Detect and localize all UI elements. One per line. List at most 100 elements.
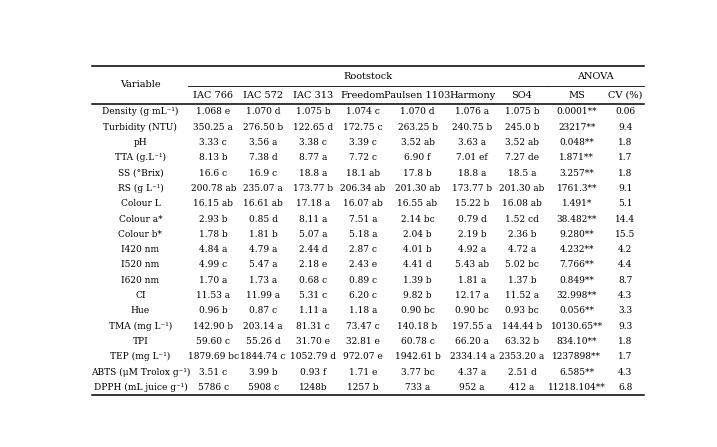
Text: 173.77 b: 173.77 b bbox=[293, 184, 333, 193]
Text: 9.1: 9.1 bbox=[618, 184, 632, 193]
Text: 1.39 b: 1.39 b bbox=[403, 276, 432, 285]
Text: 1.81 a: 1.81 a bbox=[458, 276, 486, 285]
Text: 1237898**: 1237898** bbox=[552, 352, 602, 361]
Text: 23217**: 23217** bbox=[558, 122, 595, 132]
Text: 263.25 b: 263.25 b bbox=[397, 122, 437, 132]
Text: 4.37 a: 4.37 a bbox=[458, 367, 486, 377]
Text: 0.93 bc: 0.93 bc bbox=[505, 306, 539, 316]
Text: 2334.14 a: 2334.14 a bbox=[450, 352, 495, 361]
Text: 1844.74 c: 1844.74 c bbox=[240, 352, 286, 361]
Text: TMA (mg L⁻¹): TMA (mg L⁻¹) bbox=[109, 322, 172, 331]
Text: 144.44 b: 144.44 b bbox=[502, 322, 542, 331]
Text: 1.7: 1.7 bbox=[618, 352, 632, 361]
Text: 2.36 b: 2.36 b bbox=[508, 230, 536, 239]
Text: 1.074 c: 1.074 c bbox=[346, 107, 380, 116]
Text: 2.43 e: 2.43 e bbox=[348, 261, 377, 270]
Text: 3.39 c: 3.39 c bbox=[349, 138, 376, 147]
Text: 172.75 c: 172.75 c bbox=[343, 122, 383, 132]
Text: 733 a: 733 a bbox=[405, 383, 430, 392]
Text: 15.22 b: 15.22 b bbox=[455, 199, 490, 208]
Text: 1.070 d: 1.070 d bbox=[400, 107, 435, 116]
Text: 0.68 c: 0.68 c bbox=[299, 276, 327, 285]
Text: 0.89 c: 0.89 c bbox=[348, 276, 377, 285]
Text: 3.77 bc: 3.77 bc bbox=[401, 367, 435, 377]
Text: 0.849**: 0.849** bbox=[559, 276, 594, 285]
Text: 1.070 d: 1.070 d bbox=[246, 107, 280, 116]
Text: Colour b*: Colour b* bbox=[118, 230, 163, 239]
Text: 16.9 c: 16.9 c bbox=[249, 169, 277, 177]
Text: 3.52 ab: 3.52 ab bbox=[401, 138, 435, 147]
Text: 4.72 a: 4.72 a bbox=[508, 245, 536, 254]
Text: 16.07 ab: 16.07 ab bbox=[343, 199, 383, 208]
Text: 32.81 e: 32.81 e bbox=[346, 337, 380, 346]
Text: 1.068 e: 1.068 e bbox=[196, 107, 230, 116]
Text: 9.82 b: 9.82 b bbox=[403, 291, 432, 300]
Text: 0.93 f: 0.93 f bbox=[300, 367, 326, 377]
Text: 350.25 a: 350.25 a bbox=[194, 122, 233, 132]
Text: 7.01 ef: 7.01 ef bbox=[457, 153, 488, 162]
Text: 1.78 b: 1.78 b bbox=[199, 230, 228, 239]
Text: 2.19 b: 2.19 b bbox=[458, 230, 487, 239]
Text: 6.8: 6.8 bbox=[618, 383, 632, 392]
Text: 32.998**: 32.998** bbox=[556, 291, 597, 300]
Text: 3.33 c: 3.33 c bbox=[199, 138, 227, 147]
Text: 81.31 c: 81.31 c bbox=[296, 322, 330, 331]
Text: 4.3: 4.3 bbox=[618, 367, 632, 377]
Text: 5.02 bc: 5.02 bc bbox=[505, 261, 539, 270]
Text: 2.51 d: 2.51 d bbox=[508, 367, 536, 377]
Text: 18.8 a: 18.8 a bbox=[458, 169, 486, 177]
Text: ANOVA: ANOVA bbox=[577, 72, 614, 80]
Text: 3.52 ab: 3.52 ab bbox=[505, 138, 539, 147]
Text: Turbidity (NTU): Turbidity (NTU) bbox=[103, 122, 177, 132]
Text: 2353.20 a: 2353.20 a bbox=[500, 352, 545, 361]
Text: 11.53 a: 11.53 a bbox=[196, 291, 230, 300]
Text: 142.90 b: 142.90 b bbox=[194, 322, 234, 331]
Text: 1052.79 d: 1052.79 d bbox=[290, 352, 336, 361]
Text: 6.90 f: 6.90 f bbox=[404, 153, 431, 162]
Text: Paulsen 1103: Paulsen 1103 bbox=[384, 91, 451, 100]
Text: I520 nm: I520 nm bbox=[121, 261, 160, 270]
Text: 834.10**: 834.10** bbox=[556, 337, 597, 346]
Text: pH: pH bbox=[133, 138, 147, 147]
Text: 0.87 c: 0.87 c bbox=[249, 306, 277, 316]
Text: 2.93 b: 2.93 b bbox=[199, 215, 227, 224]
Text: 1.52 cd: 1.52 cd bbox=[505, 215, 539, 224]
Text: Colour a*: Colour a* bbox=[118, 215, 162, 224]
Text: 16.6 c: 16.6 c bbox=[199, 169, 227, 177]
Text: 4.232**: 4.232** bbox=[559, 245, 594, 254]
Text: 1.18 a: 1.18 a bbox=[348, 306, 377, 316]
Text: 12.17 a: 12.17 a bbox=[455, 291, 489, 300]
Text: 1942.61 b: 1942.61 b bbox=[394, 352, 440, 361]
Text: 18.1 ab: 18.1 ab bbox=[346, 169, 380, 177]
Text: 55.26 d: 55.26 d bbox=[246, 337, 280, 346]
Text: 7.38 d: 7.38 d bbox=[249, 153, 277, 162]
Text: 7.51 a: 7.51 a bbox=[348, 215, 377, 224]
Text: 16.15 ab: 16.15 ab bbox=[194, 199, 233, 208]
Text: 200.78 ab: 200.78 ab bbox=[191, 184, 236, 193]
Text: 10130.65**: 10130.65** bbox=[551, 322, 603, 331]
Text: 2.14 bc: 2.14 bc bbox=[401, 215, 435, 224]
Text: 1.73 a: 1.73 a bbox=[249, 276, 277, 285]
Text: 4.4: 4.4 bbox=[618, 261, 632, 270]
Text: 73.47 c: 73.47 c bbox=[346, 322, 380, 331]
Text: IAC 313: IAC 313 bbox=[293, 91, 333, 100]
Text: 11.52 a: 11.52 a bbox=[505, 291, 539, 300]
Text: 4.99 c: 4.99 c bbox=[199, 261, 227, 270]
Text: 1.8: 1.8 bbox=[618, 169, 632, 177]
Text: 203.14 a: 203.14 a bbox=[243, 322, 283, 331]
Text: 1.871**: 1.871** bbox=[559, 153, 594, 162]
Text: 66.20 a: 66.20 a bbox=[455, 337, 489, 346]
Text: 9.3: 9.3 bbox=[618, 322, 632, 331]
Text: 0.85 d: 0.85 d bbox=[249, 215, 277, 224]
Text: 3.99 b: 3.99 b bbox=[249, 367, 277, 377]
Text: 11218.104**: 11218.104** bbox=[548, 383, 606, 392]
Text: 3.257**: 3.257** bbox=[559, 169, 594, 177]
Text: I420 nm: I420 nm bbox=[121, 245, 159, 254]
Text: 5.31 c: 5.31 c bbox=[299, 291, 327, 300]
Text: MS: MS bbox=[569, 91, 585, 100]
Text: 1.7: 1.7 bbox=[618, 153, 632, 162]
Text: RS (g L⁻¹): RS (g L⁻¹) bbox=[118, 184, 163, 193]
Text: 3.38 c: 3.38 c bbox=[299, 138, 327, 147]
Text: 8.11 a: 8.11 a bbox=[299, 215, 327, 224]
Text: ABTS (μM Trolox g⁻¹): ABTS (μM Trolox g⁻¹) bbox=[91, 367, 190, 377]
